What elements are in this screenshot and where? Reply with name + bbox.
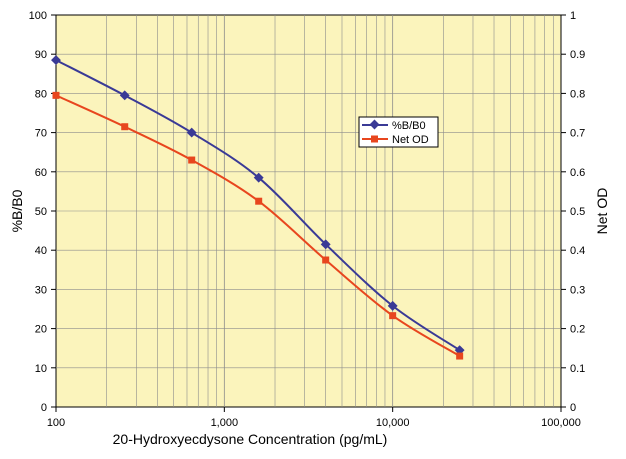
y-tick-label: 30 — [35, 284, 47, 296]
y-tick-label: 100 — [29, 10, 47, 22]
series-layer — [51, 55, 465, 360]
y2-tick-label: 1 — [570, 10, 576, 22]
y2-tick-label: 0 — [570, 402, 576, 414]
y2-tick-label: 0.1 — [570, 363, 585, 375]
data-point-square — [255, 197, 263, 205]
y-axis-ticks: 0 10 20 30 40 50 60 70 80 90 100 — [29, 10, 56, 414]
legend-label-series-2: Net OD — [392, 134, 429, 146]
legend-marker-square-icon — [371, 135, 378, 143]
y-tick-label: 50 — [35, 206, 47, 218]
y-tick-label: 90 — [35, 49, 47, 61]
data-point-diamond — [119, 90, 130, 101]
y-tick-label: 60 — [35, 167, 47, 179]
legend: %B/B0 Net OD — [358, 116, 439, 148]
y2-tick-label: 0.3 — [570, 284, 585, 296]
y2-tick-label: 0.4 — [570, 245, 585, 257]
data-point-square — [389, 312, 397, 320]
data-point-diamond — [253, 172, 264, 183]
x-axis-ticks: 100 1,000 10,000 100,000 — [47, 407, 581, 429]
y-axis-title: %B/B0 — [9, 189, 25, 232]
data-point-square — [188, 156, 196, 164]
y2-axis-ticks: 0 0.1 0.2 0.3 0.4 0.5 0.6 0.7 0.8 0.9 1 — [561, 10, 585, 414]
y2-tick-label: 0.9 — [570, 49, 585, 61]
data-point-square — [456, 352, 464, 360]
x-axis-title: 20-Hydroxyecdysone Concentration (pg/mL) — [113, 431, 388, 447]
y2-tick-label: 0.6 — [570, 167, 585, 179]
y2-axis-title: Net OD — [594, 188, 610, 235]
x-tick-label: 100,000 — [541, 417, 581, 429]
y2-tick-label: 0.8 — [570, 88, 585, 100]
x-tick-label: 100 — [47, 417, 65, 429]
y2-tick-label: 0.2 — [570, 324, 585, 336]
data-point-square — [52, 91, 60, 99]
data-point-square — [322, 256, 330, 264]
data-point-diamond — [186, 127, 197, 138]
x-tick-label: 10,000 — [376, 417, 410, 429]
y-tick-label: 20 — [35, 324, 47, 336]
y2-tick-label: 0.7 — [570, 128, 585, 140]
y-tick-label: 80 — [35, 88, 47, 100]
data-point-square — [121, 123, 129, 131]
y-tick-label: 40 — [35, 245, 47, 257]
y-tick-label: 70 — [35, 128, 47, 140]
y2-tick-label: 0.5 — [570, 206, 585, 218]
data-point-diamond — [387, 300, 398, 311]
y-tick-label: 0 — [41, 402, 47, 414]
x-tick-label: 1,000 — [211, 417, 239, 429]
gridlines — [56, 15, 561, 407]
legend-label-series-1: %B/B0 — [392, 120, 426, 132]
y-tick-label: 10 — [35, 363, 47, 375]
data-point-diamond — [320, 239, 331, 250]
